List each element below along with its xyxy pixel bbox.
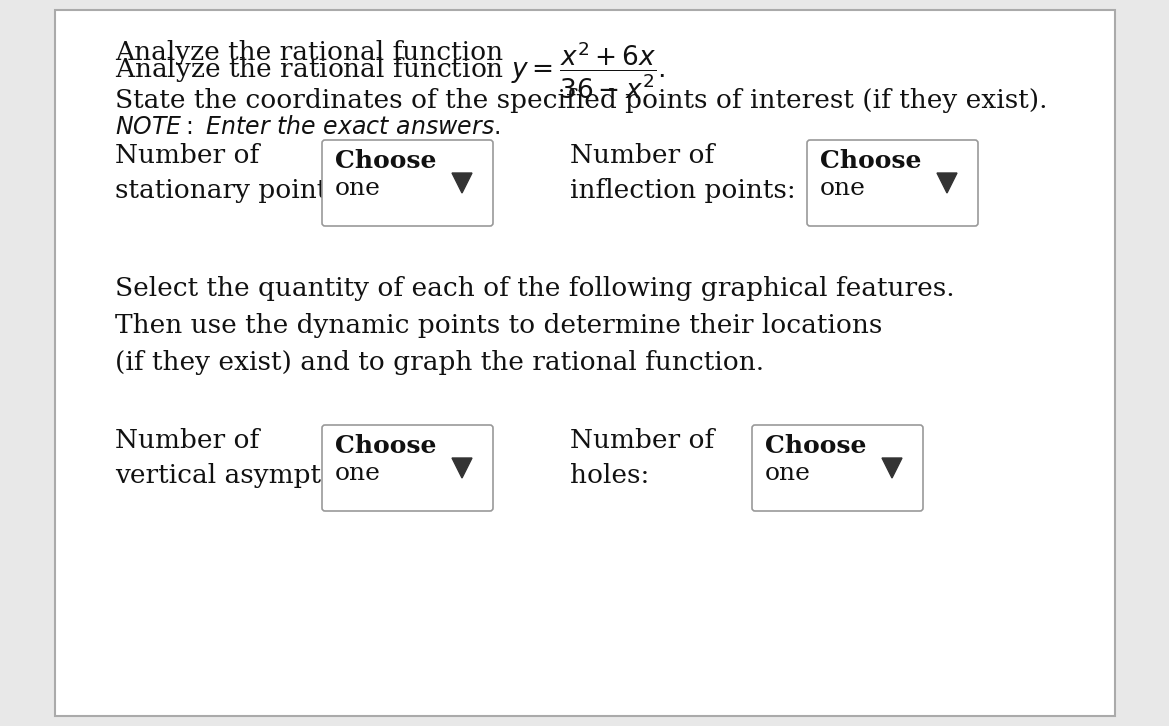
Text: one: one [336, 177, 381, 200]
Text: Number of
vertical asymptotes:: Number of vertical asymptotes: [115, 428, 386, 488]
FancyBboxPatch shape [55, 10, 1115, 716]
Text: Choose: Choose [819, 149, 921, 173]
Text: one: one [336, 462, 381, 485]
Text: Number of
stationary points:: Number of stationary points: [115, 143, 350, 203]
FancyBboxPatch shape [752, 425, 924, 511]
Text: Choose: Choose [336, 434, 436, 458]
Text: Choose: Choose [765, 434, 866, 458]
Polygon shape [881, 458, 902, 478]
Text: Analyze the rational function $y = \dfrac{x^2 + 6x}{36 - x^2}.$: Analyze the rational function $y = \dfra… [115, 40, 665, 101]
Text: $\mathit{NOTE{:}\ Enter\ the\ exact\ answers.}$: $\mathit{NOTE{:}\ Enter\ the\ exact\ ans… [115, 116, 500, 139]
Polygon shape [938, 173, 957, 193]
FancyBboxPatch shape [321, 140, 493, 226]
FancyBboxPatch shape [807, 140, 978, 226]
Text: Choose: Choose [336, 149, 436, 173]
Text: State the coordinates of the specified points of interest (if they exist).: State the coordinates of the specified p… [115, 88, 1047, 113]
Text: Number of
inflection points:: Number of inflection points: [570, 143, 796, 203]
Text: one: one [819, 177, 866, 200]
Polygon shape [452, 458, 472, 478]
Polygon shape [452, 173, 472, 193]
Text: one: one [765, 462, 811, 485]
Text: Select the quantity of each of the following graphical features.
Then use the dy: Select the quantity of each of the follo… [115, 276, 955, 375]
Text: Number of
holes:: Number of holes: [570, 428, 714, 488]
Text: Analyze the rational function: Analyze the rational function [115, 40, 512, 65]
FancyBboxPatch shape [321, 425, 493, 511]
